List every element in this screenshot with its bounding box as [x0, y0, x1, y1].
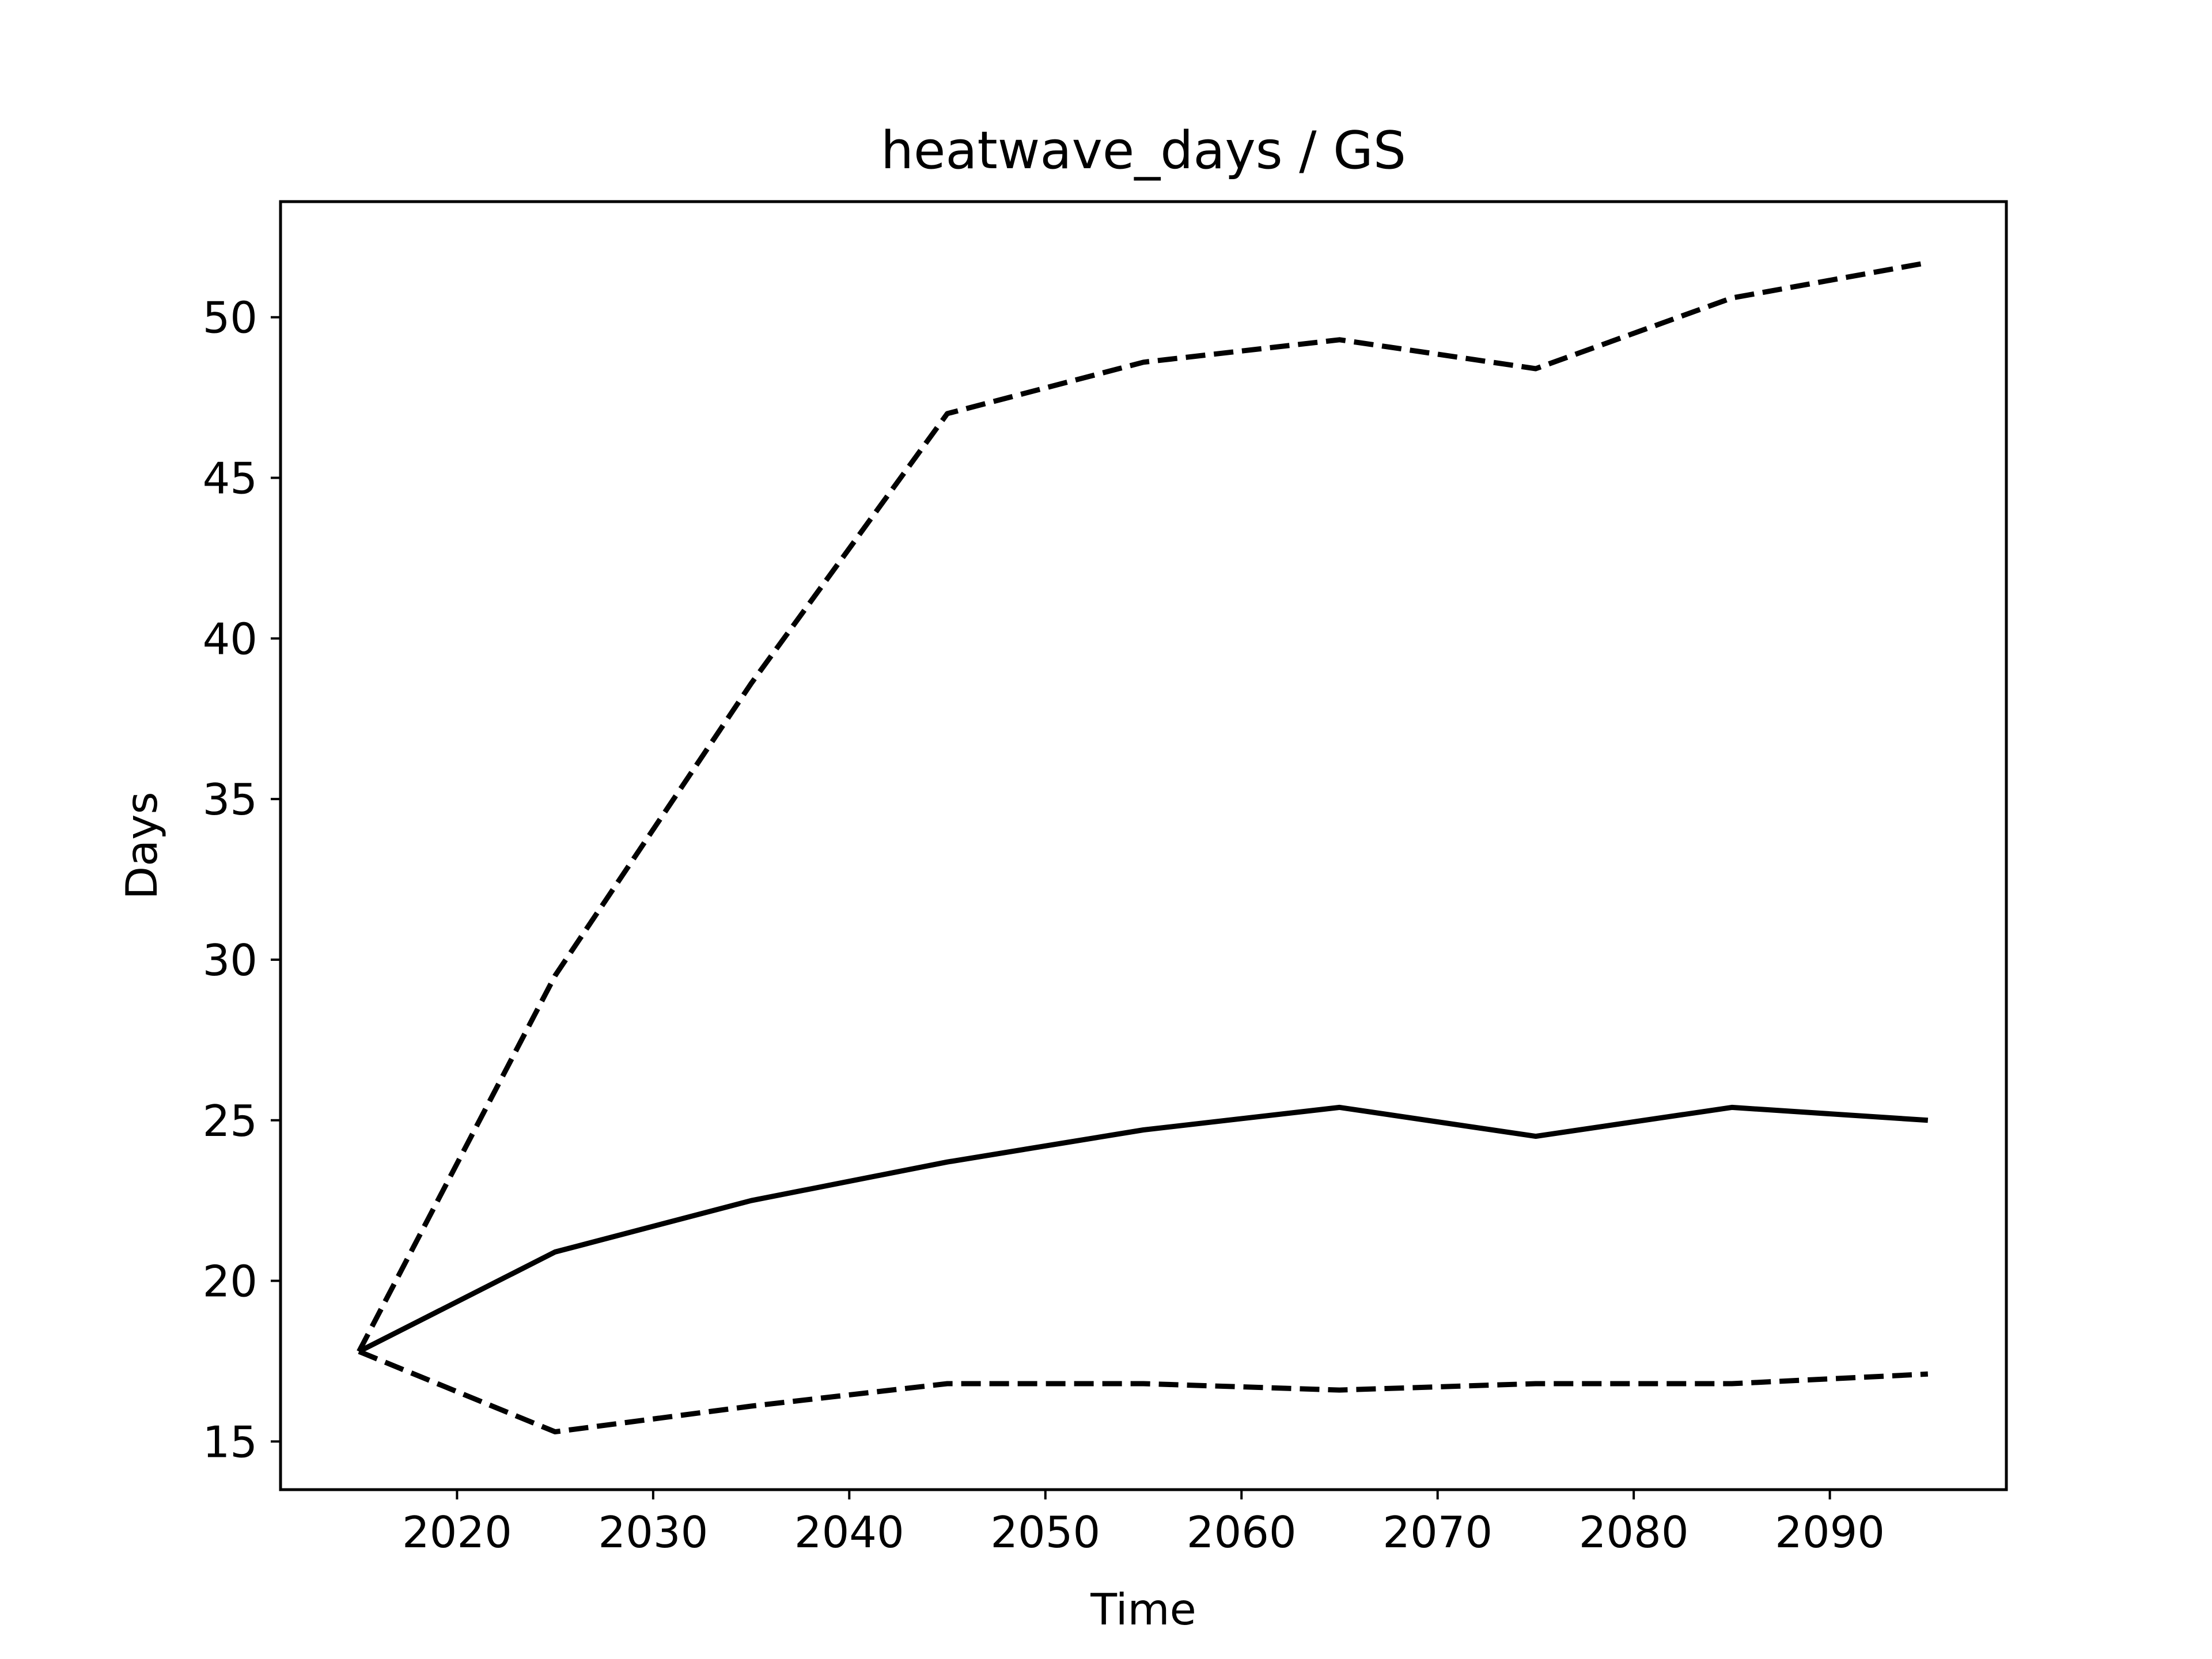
y-tick-label: 40 — [203, 613, 257, 664]
series-line-2 — [357, 260, 1929, 1353]
x-tick-label: 2040 — [794, 1507, 904, 1558]
x-tick-label: 2080 — [1579, 1507, 1689, 1558]
y-tick-label: 35 — [203, 774, 257, 825]
plot-lines — [357, 260, 1929, 1435]
x-tick-label: 2030 — [598, 1507, 708, 1558]
x-axis: 2020 2030 2040 2050 2060 2070 2080 2090 — [402, 1490, 1885, 1558]
y-tick-label: 50 — [203, 293, 257, 343]
y-axis: 15 20 25 30 35 40 45 50 — [203, 293, 281, 1467]
y-tick-label: 20 — [203, 1256, 257, 1307]
x-tick-label: 2050 — [990, 1507, 1100, 1558]
y-tick-label: 15 — [203, 1416, 257, 1467]
series-line-3 — [358, 1349, 1929, 1435]
x-tick-label: 2020 — [402, 1507, 512, 1558]
plot-frame — [279, 200, 2008, 1491]
y-tick-label: 25 — [203, 1096, 257, 1146]
x-tick-label: 2070 — [1382, 1507, 1493, 1558]
x-tick-label: 2060 — [1187, 1507, 1297, 1558]
x-tick-label: 2090 — [1775, 1507, 1885, 1558]
chart-title: heatwave_days / GS — [881, 120, 1406, 181]
series-line-1 — [358, 1104, 1929, 1354]
y-tick-label: 45 — [203, 453, 257, 504]
y-tick-label: 30 — [203, 935, 257, 986]
y-axis-label: Days — [116, 791, 167, 899]
x-axis-label: Time — [1090, 1584, 1196, 1635]
